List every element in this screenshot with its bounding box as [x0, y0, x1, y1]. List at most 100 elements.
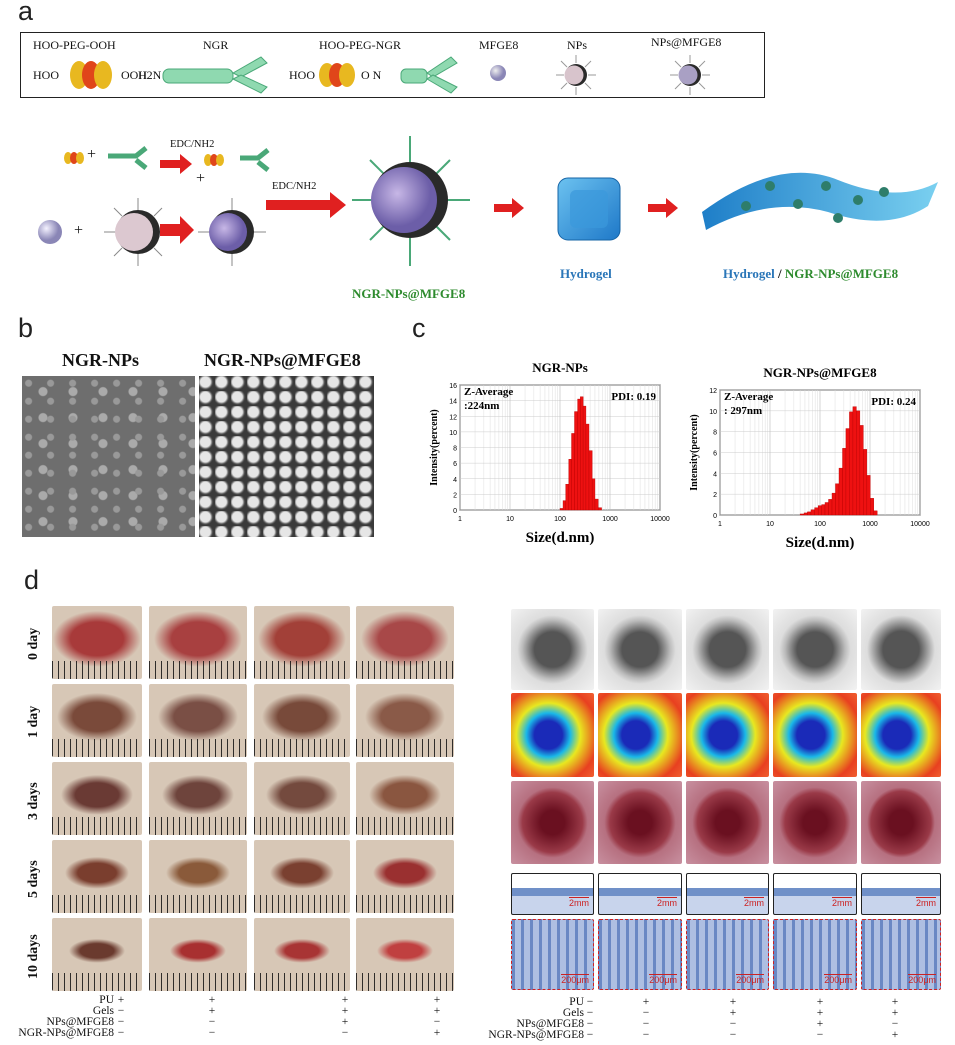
- histogram-bar: [817, 505, 822, 516]
- scale-bar: 2mm: [916, 897, 936, 908]
- y-axis-label: Intensity(percent): [429, 409, 440, 485]
- histology-zoom: 200μm: [773, 919, 857, 990]
- legend-peg-ngr-on: O N: [361, 68, 382, 82]
- panel-b-label: b: [18, 313, 34, 343]
- y-tick-label: 6: [453, 461, 457, 468]
- wound-photo: [52, 606, 142, 679]
- scheme-edc-label-1: EDC/NH2: [170, 139, 215, 150]
- histogram-bar: [559, 508, 564, 511]
- condition-label: PU: [99, 994, 114, 1006]
- condition-mark: −: [208, 1027, 216, 1039]
- scale-bar: 200μm: [908, 974, 936, 985]
- ruler: [52, 817, 142, 835]
- legend-mfge8-label: MFGE8: [479, 38, 519, 52]
- histology-overview: 2mm: [598, 873, 682, 915]
- scheme-edc-label-2: EDC/NH2: [272, 181, 317, 192]
- histogram-bar: [859, 425, 864, 516]
- tissue-photo: [861, 781, 941, 864]
- ruler: [356, 895, 454, 913]
- condition-mark: −: [729, 1029, 737, 1041]
- reaction-scheme: [38, 136, 938, 266]
- histogram-bar: [562, 500, 566, 511]
- condition-mark: +: [891, 1029, 899, 1041]
- small-peg-icon: [64, 152, 84, 164]
- legend-ngr-h2n: H2N: [138, 68, 162, 82]
- condition-mark: −: [816, 1029, 824, 1041]
- condition-label: NPs@MFGE8: [516, 1018, 584, 1030]
- scale-bar: 200μm: [649, 974, 677, 985]
- condition-mark: −: [117, 1027, 125, 1039]
- grayscale-image: [686, 609, 769, 690]
- ruler: [149, 661, 247, 679]
- histogram-bar: [594, 498, 599, 511]
- condition-mark: +: [341, 1016, 349, 1028]
- wound-photo: [149, 840, 247, 913]
- histogram-bar: [856, 410, 861, 516]
- histogram-bar: [831, 492, 836, 516]
- histogram-bar: [588, 450, 593, 511]
- wound-photo: [254, 840, 350, 913]
- histogram-bar: [845, 428, 850, 516]
- ruler: [356, 661, 454, 679]
- ruler: [52, 661, 142, 679]
- nps-mfge8-icon: [670, 55, 710, 95]
- histogram-bar: [814, 507, 819, 516]
- ruler: [356, 973, 454, 991]
- wound-photo: [356, 762, 454, 835]
- wound-photo: [254, 606, 350, 679]
- scheme-plus-3: +: [74, 222, 84, 239]
- condition-mark: +: [816, 1018, 824, 1030]
- scale-bar: 2mm: [657, 897, 677, 908]
- tissue-photo: [511, 781, 594, 864]
- histology-overview: 2mm: [511, 873, 594, 915]
- histology-overview: 2mm: [686, 873, 769, 915]
- wound-photo: [356, 840, 454, 913]
- scale-bar: 200μm: [561, 974, 589, 985]
- legend-peg-hoo: HOO: [33, 68, 59, 82]
- wound-photo: [254, 684, 350, 757]
- histology-zoom: 200μm: [511, 919, 594, 990]
- histogram-bar: [835, 483, 840, 516]
- y-tick-label: 0: [453, 508, 457, 515]
- day-label: 3 days: [26, 781, 41, 820]
- legend-peg-ngr-label: HOO-PEG-NGR: [319, 38, 401, 52]
- condition-mark: −: [642, 1029, 650, 1041]
- condition-mark: −: [586, 1018, 594, 1030]
- ruler: [356, 739, 454, 757]
- condition-mark: −: [891, 1018, 899, 1030]
- condition-mark: −: [586, 1029, 594, 1041]
- wound-photo: [356, 606, 454, 679]
- histogram-bar: [574, 411, 578, 511]
- scale-bar: 200μm: [736, 974, 764, 985]
- sem-image-ngr-nps: [22, 376, 195, 537]
- histogram-bar: [597, 507, 602, 511]
- ruler: [356, 817, 454, 835]
- histogram-bar: [824, 502, 829, 516]
- y-tick-label: 4: [453, 477, 457, 484]
- condition-mark: −: [433, 1016, 441, 1028]
- wound-photo: [356, 684, 454, 757]
- y-tick-label: 0: [713, 513, 717, 520]
- panel-c-label: c: [412, 313, 426, 343]
- histogram-bar: [571, 433, 575, 511]
- wound-photo: [149, 606, 247, 679]
- histogram-bar: [807, 511, 812, 516]
- condition-mark: +: [891, 1007, 899, 1019]
- wound-photo: [149, 762, 247, 835]
- grayscale-image: [773, 609, 857, 690]
- grayscale-image: [511, 609, 594, 690]
- ruler: [52, 973, 142, 991]
- tissue-photo: [598, 781, 682, 864]
- scale-bar: 2mm: [832, 897, 852, 908]
- condition-mark: +: [729, 996, 737, 1008]
- heatmap-image: [861, 693, 941, 777]
- heatmap-image: [598, 693, 682, 777]
- ruler: [149, 895, 247, 913]
- pdi-label: PDI: 0.24: [871, 396, 916, 408]
- scale-bar: 2mm: [569, 897, 589, 908]
- legend-nps-mfge8-label: NPs@MFGE8: [651, 35, 722, 49]
- condition-label: Gels: [562, 1007, 584, 1019]
- peg-ngr-peptide-icon: [400, 56, 458, 94]
- day-label: 1 day: [26, 705, 41, 738]
- scheme-final-sep: /: [774, 266, 785, 281]
